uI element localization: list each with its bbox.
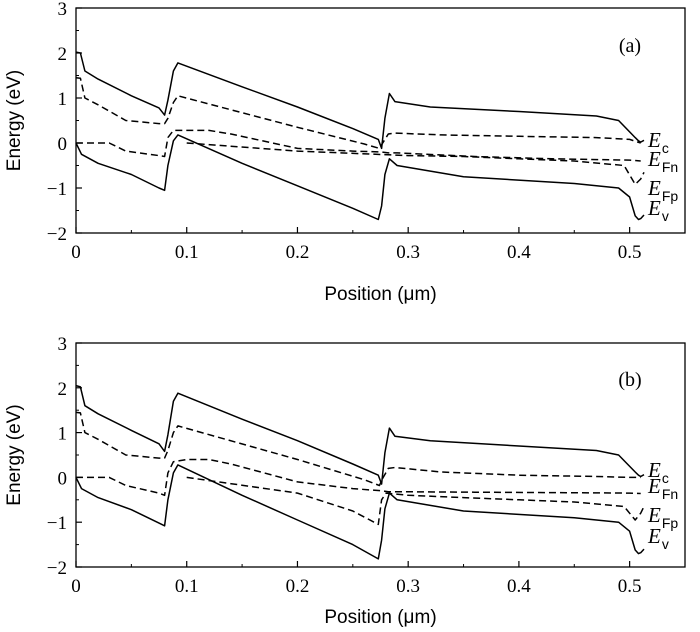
x-tick-label: 0 xyxy=(71,576,81,597)
curve-label: EFp xyxy=(647,503,678,531)
hole-quasi-fermi-level-2-line xyxy=(186,142,645,186)
x-tick-label: 0.2 xyxy=(286,242,310,263)
x-tick-label: 0 xyxy=(71,242,81,263)
curve-label: EFn xyxy=(647,474,678,502)
valence-band-line xyxy=(75,134,645,221)
electron-quasi-fermi-level-line xyxy=(75,411,641,487)
panel-a: 0 0.1 0.2 0.3 0.4 0.5 −2 −1 0 1 2 3 Position (μm) Ene… xyxy=(4,0,686,305)
y-tick-label: −2 xyxy=(47,224,67,245)
valence-band-line xyxy=(75,464,645,560)
y-axis-label: Energy (eV) xyxy=(4,70,25,171)
x-tick-label: 0.1 xyxy=(175,242,199,263)
y-tick-label: 3 xyxy=(58,0,68,20)
x-tick-label: 0.2 xyxy=(286,576,310,597)
curve-label: Ec xyxy=(647,458,669,486)
x-axis-label: Position (μm) xyxy=(324,284,436,305)
electron-quasi-fermi-level-line xyxy=(75,77,641,150)
y-tick-label: 1 xyxy=(58,89,68,110)
x-tick-label: 0.4 xyxy=(507,242,531,263)
x-tick-label: 0.4 xyxy=(507,576,531,597)
y-tick-label: −1 xyxy=(47,513,67,534)
y-tick-label: 0 xyxy=(58,468,68,489)
curve-label: EFp xyxy=(647,176,678,204)
x-axis-label: Position (μm) xyxy=(324,607,436,628)
conduction-band-line xyxy=(75,384,645,485)
y-tick-label: −1 xyxy=(47,179,67,200)
y-axis-label: Energy (eV) xyxy=(4,404,25,505)
curve-label: EFn xyxy=(647,147,678,175)
hole-quasi-fermi-level-2-line xyxy=(186,476,645,526)
x-tick-label: 0.1 xyxy=(175,576,199,597)
y-tick-label: 3 xyxy=(58,334,68,355)
x-tick-label: 0.3 xyxy=(396,576,420,597)
y-tick-label: 2 xyxy=(58,44,68,65)
y-tick-label: 2 xyxy=(58,379,68,400)
curve-label: Ev xyxy=(647,524,669,552)
panel-b: 0 0.1 0.2 0.3 0.4 0.5 −2 −1 0 1 2 3 Position (μm) Ene… xyxy=(4,334,686,628)
y-tick-label: −2 xyxy=(47,558,67,579)
conduction-band-line xyxy=(75,51,645,150)
x-tick-label: 0.5 xyxy=(618,576,642,597)
x-tick-label: 0.5 xyxy=(618,242,642,263)
y-tick-label: 1 xyxy=(58,424,68,445)
plot-frame xyxy=(75,342,686,568)
x-tick-label: 0.3 xyxy=(396,242,420,263)
curve-label: Ev xyxy=(647,196,669,224)
hole-quasi-fermi-level-line xyxy=(76,129,641,162)
panel-label: (b) xyxy=(618,369,641,391)
y-tick-label: 0 xyxy=(58,134,68,155)
panel-label: (a) xyxy=(619,35,641,57)
hole-quasi-fermi-level-line xyxy=(76,458,641,497)
curve-label: Ec xyxy=(647,128,669,156)
